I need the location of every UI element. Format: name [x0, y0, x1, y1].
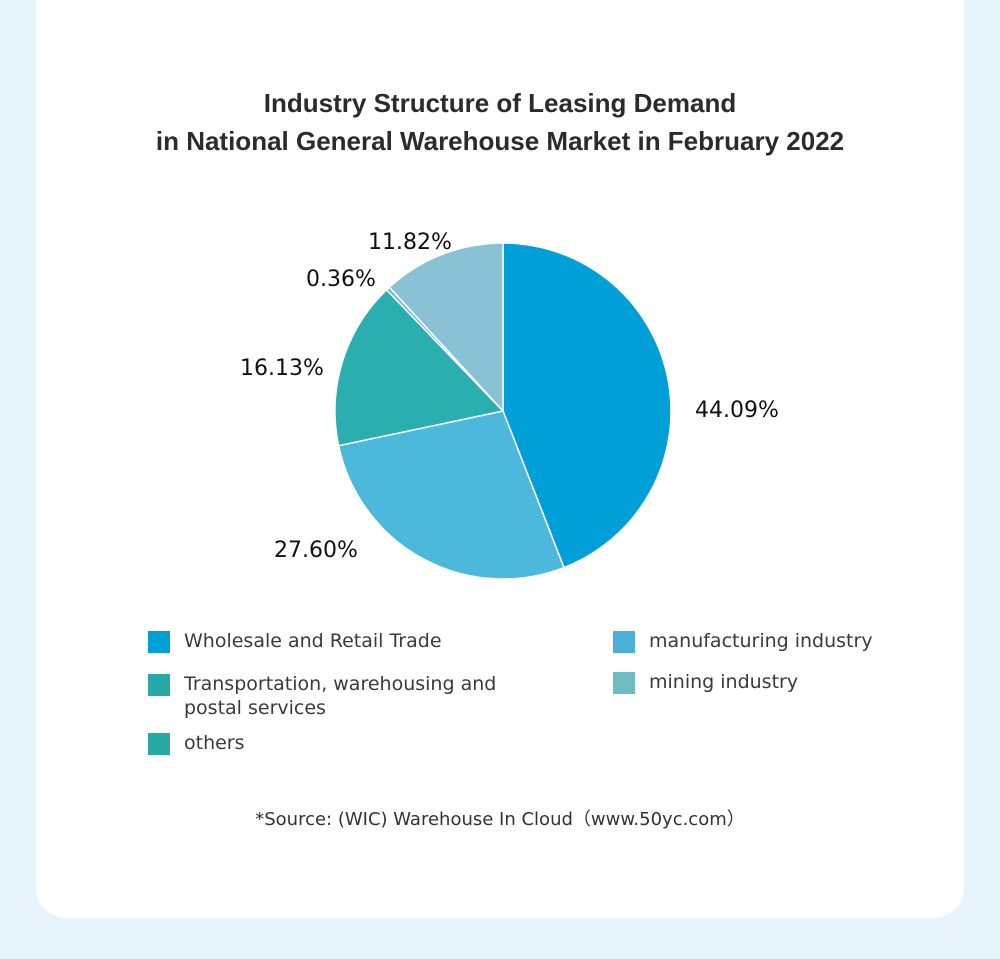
legend-item-mining: mining industry	[613, 670, 989, 694]
pie-slice	[388, 242, 504, 413]
legend-item-manufacturing: manufacturing industry	[613, 629, 989, 653]
legend-label: mining industry	[649, 671, 799, 693]
pie-slice	[337, 410, 565, 580]
legend-label: Wholesale and Retail Trade	[184, 630, 442, 652]
legend-swatch	[148, 674, 170, 696]
chart-title-line2: in National General Warehouse Market in …	[155, 126, 845, 156]
legend-swatch	[613, 631, 635, 653]
legend-item-wholesale: Wholesale and Retail Trade	[148, 629, 524, 653]
legend-item-transportation: Transportation, warehousing and postal s…	[148, 672, 524, 720]
legend-swatch	[148, 631, 170, 653]
pie-slice-label: 0.36%	[306, 267, 376, 292]
pie-slice-label: 44.09%	[695, 398, 779, 423]
pie-slice	[334, 288, 505, 447]
pie-slice-label: 16.13%	[240, 356, 324, 381]
legend-label: manufacturing industry	[649, 630, 873, 652]
source-note: *Source: (WIC) Warehouse In Cloud（www.50…	[255, 809, 745, 830]
pie-slice	[502, 242, 672, 569]
legend-swatch	[613, 672, 635, 694]
pie-slice-label: 11.82%	[368, 230, 452, 255]
legend-label: others	[184, 732, 245, 754]
chart-title-line1: Industry Structure of Leasing Demand	[263, 88, 737, 118]
chart-title: Industry Structure of Leasing Demand in …	[0, 84, 1000, 160]
pie-slice-label: 27.60%	[274, 538, 358, 563]
legend-item-others: others	[148, 731, 524, 755]
legend-swatch	[148, 733, 170, 755]
pie-chart: 44.09% 27.60% 16.13% 0.36% 11.82%	[240, 230, 779, 580]
legend-label: Transportation, warehousing and postal s…	[184, 673, 497, 719]
